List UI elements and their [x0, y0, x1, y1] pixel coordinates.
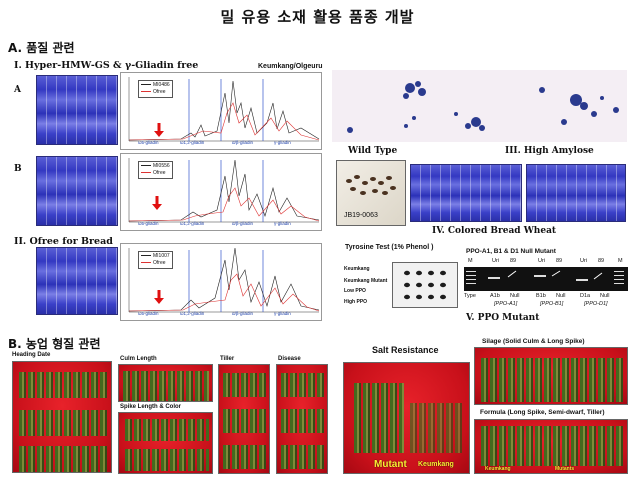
gel-type-label: A1b [490, 293, 500, 299]
salt-resistance-label: Salt Resistance [372, 345, 439, 355]
heading-date-photo [12, 361, 112, 473]
gene-label: [PPO-B1] [540, 301, 564, 307]
gel-type-label: D1a [580, 293, 591, 299]
axis-ab-c: α/β-gliadin [232, 311, 253, 316]
disease-label: Disease [278, 356, 301, 362]
sds-gel-a [36, 75, 118, 145]
axis-omega12-a: ω1,2-gliadin [180, 140, 205, 145]
gel-lane-label: M [618, 258, 623, 264]
keumkang-olgeuru-label: Keumkang/Olgeuru [258, 63, 323, 70]
gene-label: [PPO-D1] [584, 301, 608, 307]
legend-series-2: Ofree [153, 89, 166, 95]
axis-omega12-b: ω1,2-gliadin [180, 221, 205, 226]
seed-photo [336, 160, 406, 226]
formula-label: Formula (Long Spike, Semi-dwarf, Tiller) [480, 409, 605, 416]
gel-lane-label: Uri [538, 258, 546, 264]
legend-series-2: Ofree [153, 260, 166, 266]
gel-lane-label: 89 [556, 258, 563, 264]
seed-label: JB19-0063 [344, 212, 378, 219]
disease-photo [276, 364, 328, 474]
ppo-null-mutant-title: PPO-A1, B1 & D1 Null Mutant [466, 248, 556, 255]
ppo-row-low: Low PPO [344, 288, 366, 294]
gel-type-label: Null [556, 293, 566, 299]
axis-gamma-a: γ-gliadin [274, 140, 291, 145]
ppo-row-high: High PPO [344, 299, 368, 305]
gel-type-label: Type [464, 293, 476, 299]
gel-type-label: B1b [536, 293, 546, 299]
culm-length-label: Culm Length [120, 356, 157, 362]
salt-mutant-label: Mutant [374, 459, 407, 470]
high-amylose-label: III. High Amylose [505, 146, 594, 156]
formula-photo: Keumkang Mutants [474, 419, 628, 474]
axis-omega5-c: ω5-gliadin [138, 311, 159, 316]
salt-resistance-photo: Mutant Keumkang [343, 362, 470, 474]
ppo-gene-labels: [PPO-A1] [PPO-B1] [PPO-D1] [464, 301, 628, 309]
gel-lane-label: 89 [510, 258, 517, 264]
tiller-photo [218, 364, 270, 474]
colored-wheat-label: IV. Colored Bread Wheat [432, 226, 557, 236]
axis-gamma-b: γ-gliadin [274, 221, 291, 226]
gel-lane-label: Uri [492, 258, 500, 264]
legend-series-1: MI0486 [153, 82, 170, 88]
ppo-gel-bottom-labels: Type A1b Null B1b Null D1a Null [464, 293, 628, 301]
tyrosine-test-photo [392, 262, 458, 308]
axis-omega12-c: ω1,2-gliadin [180, 311, 205, 316]
culm-length-photo [118, 364, 213, 402]
gel-lane-label: M [468, 258, 473, 264]
colored-wheat-gel-1 [410, 164, 522, 222]
section-a-heading: A. 품질 관련 [8, 41, 75, 55]
heading-date-label: Heading Date [12, 352, 51, 358]
tiller-label: Tiller [220, 356, 235, 362]
spike-length-label: Spike Length & Color [120, 404, 182, 410]
spike-length-photo [118, 412, 213, 474]
silage-photo [474, 347, 628, 405]
hyper-hmw-title: I. Hyper-HMW-GS & γ-Gliadin free [14, 60, 199, 71]
chromatogram-a [120, 72, 322, 150]
legend-series-2: Ofree [153, 170, 166, 176]
sds-gel-b [36, 156, 118, 226]
axis-omega5-a: ω5-gliadin [138, 140, 159, 145]
formula-keumkang-label: Keumkang [485, 466, 511, 472]
salt-keumkang-label: Keumkang [418, 461, 454, 468]
section-b-heading: B. 농업 형질 관련 [8, 337, 101, 351]
gel-lane-label: Uri [580, 258, 588, 264]
axis-ab-a: α/β-gliadin [232, 140, 253, 145]
tyrosine-test-label: Tyrosine Test (1% Phenol ) [345, 244, 434, 251]
chrom-b-legend: MI0556 Ofree [138, 161, 173, 179]
axis-omega5-b: ω5-gliadin [138, 221, 159, 226]
ppo-gel [464, 267, 628, 291]
chrom-a-legend: MI0486 Ofree [138, 80, 173, 98]
panel-b-label: B [14, 164, 22, 174]
formula-mutants-label: Mutants [555, 466, 575, 472]
panel-a-label: A [14, 85, 21, 95]
legend-series-1: MI0556 [153, 163, 170, 169]
ppo-mutant-label: V. PPO Mutant [466, 313, 540, 323]
page-title: 밀 유용 소재 활용 품종 개발 [220, 8, 415, 26]
ofree-title: II. Ofree for Bread [14, 236, 113, 247]
ppo-row-mutant: Keumkang Mutant [344, 278, 388, 284]
axis-ab-b: α/β-gliadin [232, 221, 253, 226]
ppo-gel-top-labels: M Uri 89 Uri 89 Uri 89 M [464, 258, 628, 268]
legend-series-1: MI1007 [153, 253, 170, 259]
axis-gamma-c: γ-gliadin [274, 311, 291, 316]
sds-gel-c [36, 247, 118, 315]
wild-type-label: Wild Type [348, 146, 398, 156]
gene-label: [PPO-A1] [494, 301, 518, 307]
colored-wheat-gel-2 [526, 164, 626, 222]
gel-type-label: Null [600, 293, 610, 299]
gel-type-label: Null [510, 293, 520, 299]
silage-label: Silage (Solid Culm & Long Spike) [482, 338, 585, 345]
gel-lane-label: 89 [598, 258, 605, 264]
starch-granule-panel [332, 70, 627, 142]
ppo-row-keumkang: Keumkang [344, 266, 370, 272]
chrom-c-legend: MI1007 Ofree [138, 251, 173, 269]
